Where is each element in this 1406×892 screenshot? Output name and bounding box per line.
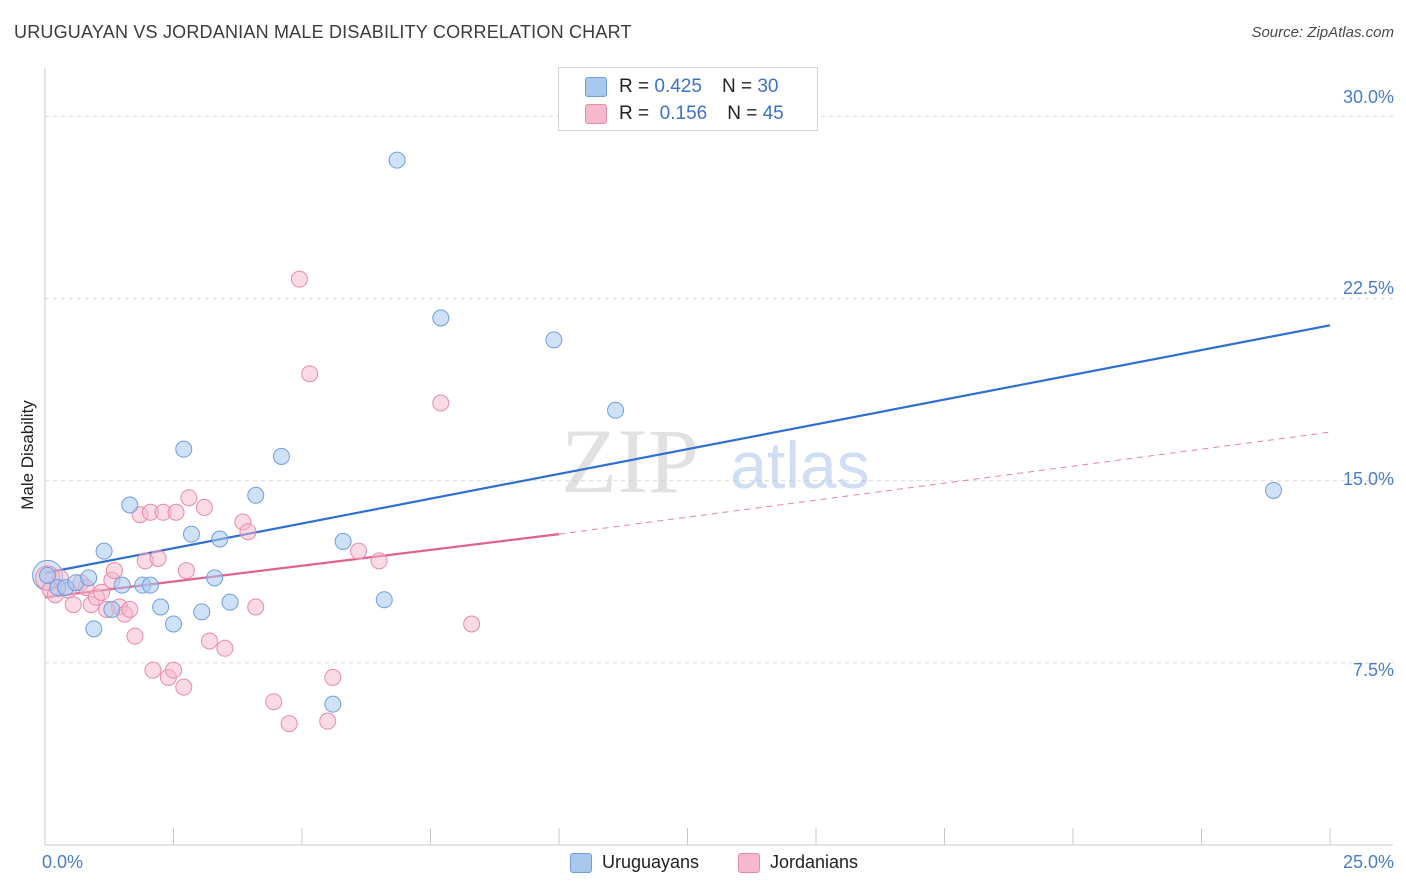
y-tick-label: 30.0% (1342, 87, 1394, 107)
legend-swatch-blue (585, 77, 607, 97)
trend-layer (44, 324, 1331, 599)
data-point-uruguayans (334, 532, 352, 550)
legend-r-value: 0.425 (654, 76, 702, 97)
trend-line-jordanians-extrapolated (558, 431, 1331, 535)
legend-swatch-pink (585, 104, 607, 124)
data-point-uruguayans (141, 576, 159, 594)
data-point-uruguayans (165, 615, 182, 633)
data-point-uruguayans (152, 598, 170, 616)
legend-r-value: 0.156 (659, 103, 708, 124)
data-point-uruguayans (1264, 481, 1282, 499)
data-point-jordanians (180, 489, 198, 507)
watermark-atlas: atlas (730, 428, 869, 502)
legend-swatch-pink (738, 852, 760, 873)
y-tick-label: 22.5% (1342, 278, 1394, 298)
data-point-jordanians (319, 712, 337, 730)
data-point-jordanians (239, 523, 257, 541)
bottom-legend-uruguayans: Uruguayans (570, 852, 699, 873)
data-point-uruguayans (39, 566, 57, 584)
data-point-jordanians (149, 549, 167, 567)
data-point-jordanians (265, 693, 283, 711)
data-point-jordanians (126, 627, 144, 645)
data-point-uruguayans (607, 401, 625, 419)
data-point-uruguayans (206, 569, 224, 587)
data-point-uruguayans (95, 542, 113, 560)
data-point-jordanians (144, 661, 162, 679)
data-point-jordanians (177, 562, 195, 580)
legend-n-label: N = (727, 103, 758, 124)
data-point-jordanians (350, 542, 368, 560)
data-point-uruguayans (545, 331, 563, 349)
data-point-uruguayans (272, 447, 290, 465)
legend-r-label: R = (619, 103, 650, 124)
x-tick-label-min: 0.0% (42, 852, 84, 872)
data-point-jordanians (93, 583, 111, 601)
data-point-jordanians (216, 639, 234, 657)
bottom-legend-jordanians: Jordanians (738, 852, 858, 873)
trend-line-jordanians (44, 533, 560, 599)
data-point-uruguayans (211, 530, 229, 548)
legend-r-label: R = (619, 76, 650, 97)
legend-label: Uruguayans (602, 852, 700, 872)
data-point-jordanians (200, 632, 218, 650)
data-point-jordanians (64, 596, 82, 614)
data-point-jordanians (121, 600, 139, 618)
data-point-jordanians (280, 715, 298, 733)
data-point-uruguayans (182, 525, 200, 543)
grid-layer (45, 115, 1393, 664)
data-point-uruguayans (247, 486, 265, 504)
y-tick-label: 15.0% (1342, 469, 1394, 489)
data-point-jordanians (167, 503, 185, 521)
data-point-jordanians (324, 668, 342, 686)
data-point-uruguayans (324, 695, 342, 713)
source-label: Source: ZipAtlas.com (1251, 24, 1394, 41)
data-point-jordanians (463, 615, 481, 633)
trend-line-uruguayans (44, 324, 1331, 575)
data-point-jordanians (370, 552, 388, 570)
data-point-jordanians (301, 365, 319, 383)
data-point-uruguayans (121, 496, 139, 514)
data-point-uruguayans (375, 591, 393, 609)
data-point-uruguayans (221, 593, 239, 611)
data-point-jordanians (247, 598, 265, 616)
legend-n-value: 45 (762, 103, 784, 124)
legend-n-label: N = (721, 76, 753, 97)
data-point-jordanians (290, 270, 308, 288)
stats-legend: R = 0.425 N = 30 R = 0.156 N = 45 (558, 67, 818, 131)
watermark: ZIP atlas (561, 410, 870, 512)
points-layer (32, 151, 1282, 733)
data-point-uruguayans (85, 620, 103, 638)
data-point-uruguayans (175, 440, 193, 458)
legend-n-value: 30 (757, 76, 779, 97)
legend-row-jordanians: R = 0.156 N = 45 (585, 102, 784, 126)
y-tick-label: 7.5% (1352, 660, 1394, 680)
legend-label: Jordanians (770, 852, 859, 872)
legend-swatch-blue (570, 852, 592, 873)
legend-row-uruguayans: R = 0.425 N = 30 (585, 75, 778, 99)
data-point-jordanians (105, 562, 123, 580)
y-axis-label: Male Disability (18, 400, 37, 510)
data-point-jordanians (165, 661, 182, 679)
data-point-jordanians (175, 678, 193, 696)
x-tick-label-max: 25.0% (1342, 852, 1394, 872)
data-point-uruguayans (388, 151, 406, 169)
data-point-uruguayans (80, 569, 98, 587)
data-point-uruguayans (113, 576, 131, 594)
data-point-uruguayans (103, 600, 121, 618)
data-point-jordanians (195, 498, 213, 516)
axis-layer (44, 68, 1393, 846)
data-point-jordanians (432, 394, 450, 412)
chart-title: URUGUAYAN VS JORDANIAN MALE DISABILITY C… (14, 22, 632, 42)
data-point-uruguayans (193, 603, 211, 621)
data-point-uruguayans (432, 309, 450, 327)
